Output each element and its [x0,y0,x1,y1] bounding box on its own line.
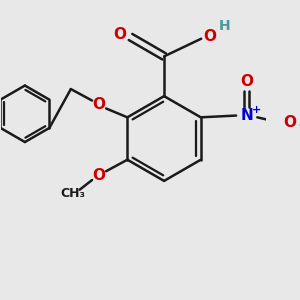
Text: CH₃: CH₃ [60,187,85,200]
Text: -: - [298,117,300,132]
Text: O: O [203,29,217,44]
Text: O: O [284,115,296,130]
Text: +: + [252,105,261,115]
Text: O: O [240,74,253,89]
Text: O: O [93,168,106,183]
Text: H: H [219,20,231,33]
Text: N: N [240,108,253,123]
Text: O: O [113,27,126,42]
Text: O: O [93,98,106,112]
